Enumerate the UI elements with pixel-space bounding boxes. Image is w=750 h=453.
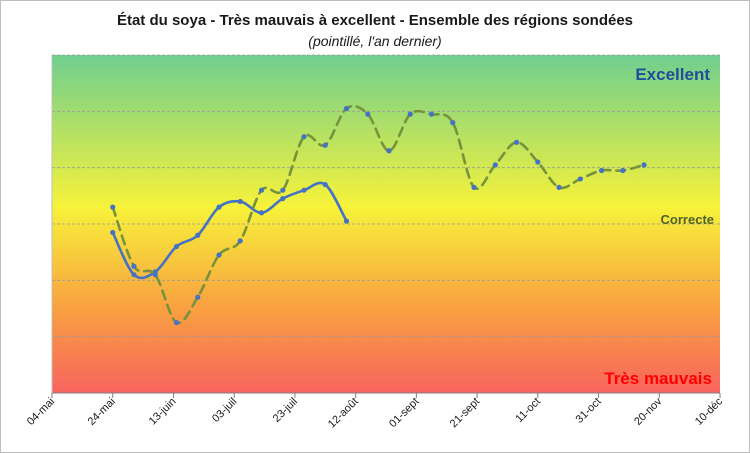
x-tick-label: 10-déc <box>693 395 726 428</box>
point-current-year <box>110 229 116 236</box>
point-current-year <box>216 204 222 210</box>
point-last-year <box>131 263 137 269</box>
point-current-year <box>322 181 328 188</box>
point-last-year <box>280 187 286 193</box>
point-last-year <box>450 120 456 126</box>
point-current-year <box>258 210 265 216</box>
x-tick-label: 12-août <box>326 396 361 431</box>
point-last-year <box>365 111 371 117</box>
point-last-year <box>428 111 435 117</box>
x-tick-label: 24-mai <box>86 396 118 428</box>
chart-subtitle: (pointillé, l'an dernier) <box>308 33 442 49</box>
point-last-year <box>620 167 626 174</box>
point-current-year <box>280 196 286 202</box>
point-last-year <box>577 176 583 182</box>
x-tick-label: 13-juin <box>147 396 179 428</box>
point-current-year <box>237 198 243 205</box>
point-last-year <box>258 187 265 193</box>
gridlines <box>52 54 720 394</box>
zone-label-tres-mauvais: Très mauvais <box>604 369 712 388</box>
point-last-year <box>407 111 413 117</box>
point-last-year <box>556 184 562 190</box>
point-last-year <box>513 139 520 145</box>
x-tick-label: 11-oct <box>513 396 543 426</box>
x-tick-label: 23-juil <box>271 396 300 425</box>
point-last-year <box>492 162 498 168</box>
point-last-year <box>173 319 180 326</box>
point-current-year <box>301 187 307 193</box>
point-last-year <box>195 294 201 300</box>
point-current-year <box>131 272 137 278</box>
point-current-year <box>173 243 180 250</box>
point-last-year <box>386 148 392 154</box>
zone-label-excellent: Excellent <box>635 65 710 84</box>
zone-label-correcte: Correcte <box>661 212 714 227</box>
point-last-year <box>237 238 243 244</box>
point-last-year <box>301 134 307 140</box>
chart-title: État du soya - Très mauvais à excellent … <box>116 12 634 29</box>
point-last-year <box>471 184 477 190</box>
x-tick-label: 21-sept <box>448 396 482 430</box>
point-current-year <box>195 232 201 238</box>
series-layer <box>110 104 647 326</box>
point-last-year <box>641 162 647 168</box>
point-last-year <box>598 167 605 174</box>
point-last-year <box>322 142 328 148</box>
x-tick-label: 01-sept <box>387 396 421 430</box>
point-last-year <box>216 252 222 258</box>
point-last-year <box>152 272 158 278</box>
point-last-year <box>343 105 350 112</box>
x-tick-label: 04-mai <box>25 396 57 428</box>
point-last-year <box>110 204 116 210</box>
point-current-year <box>343 218 350 224</box>
x-tick-label: 31-oct <box>574 396 604 426</box>
x-tick-label: 03-juil <box>210 396 239 425</box>
x-tick-label: 20-nov <box>632 395 665 428</box>
point-last-year <box>535 159 541 165</box>
